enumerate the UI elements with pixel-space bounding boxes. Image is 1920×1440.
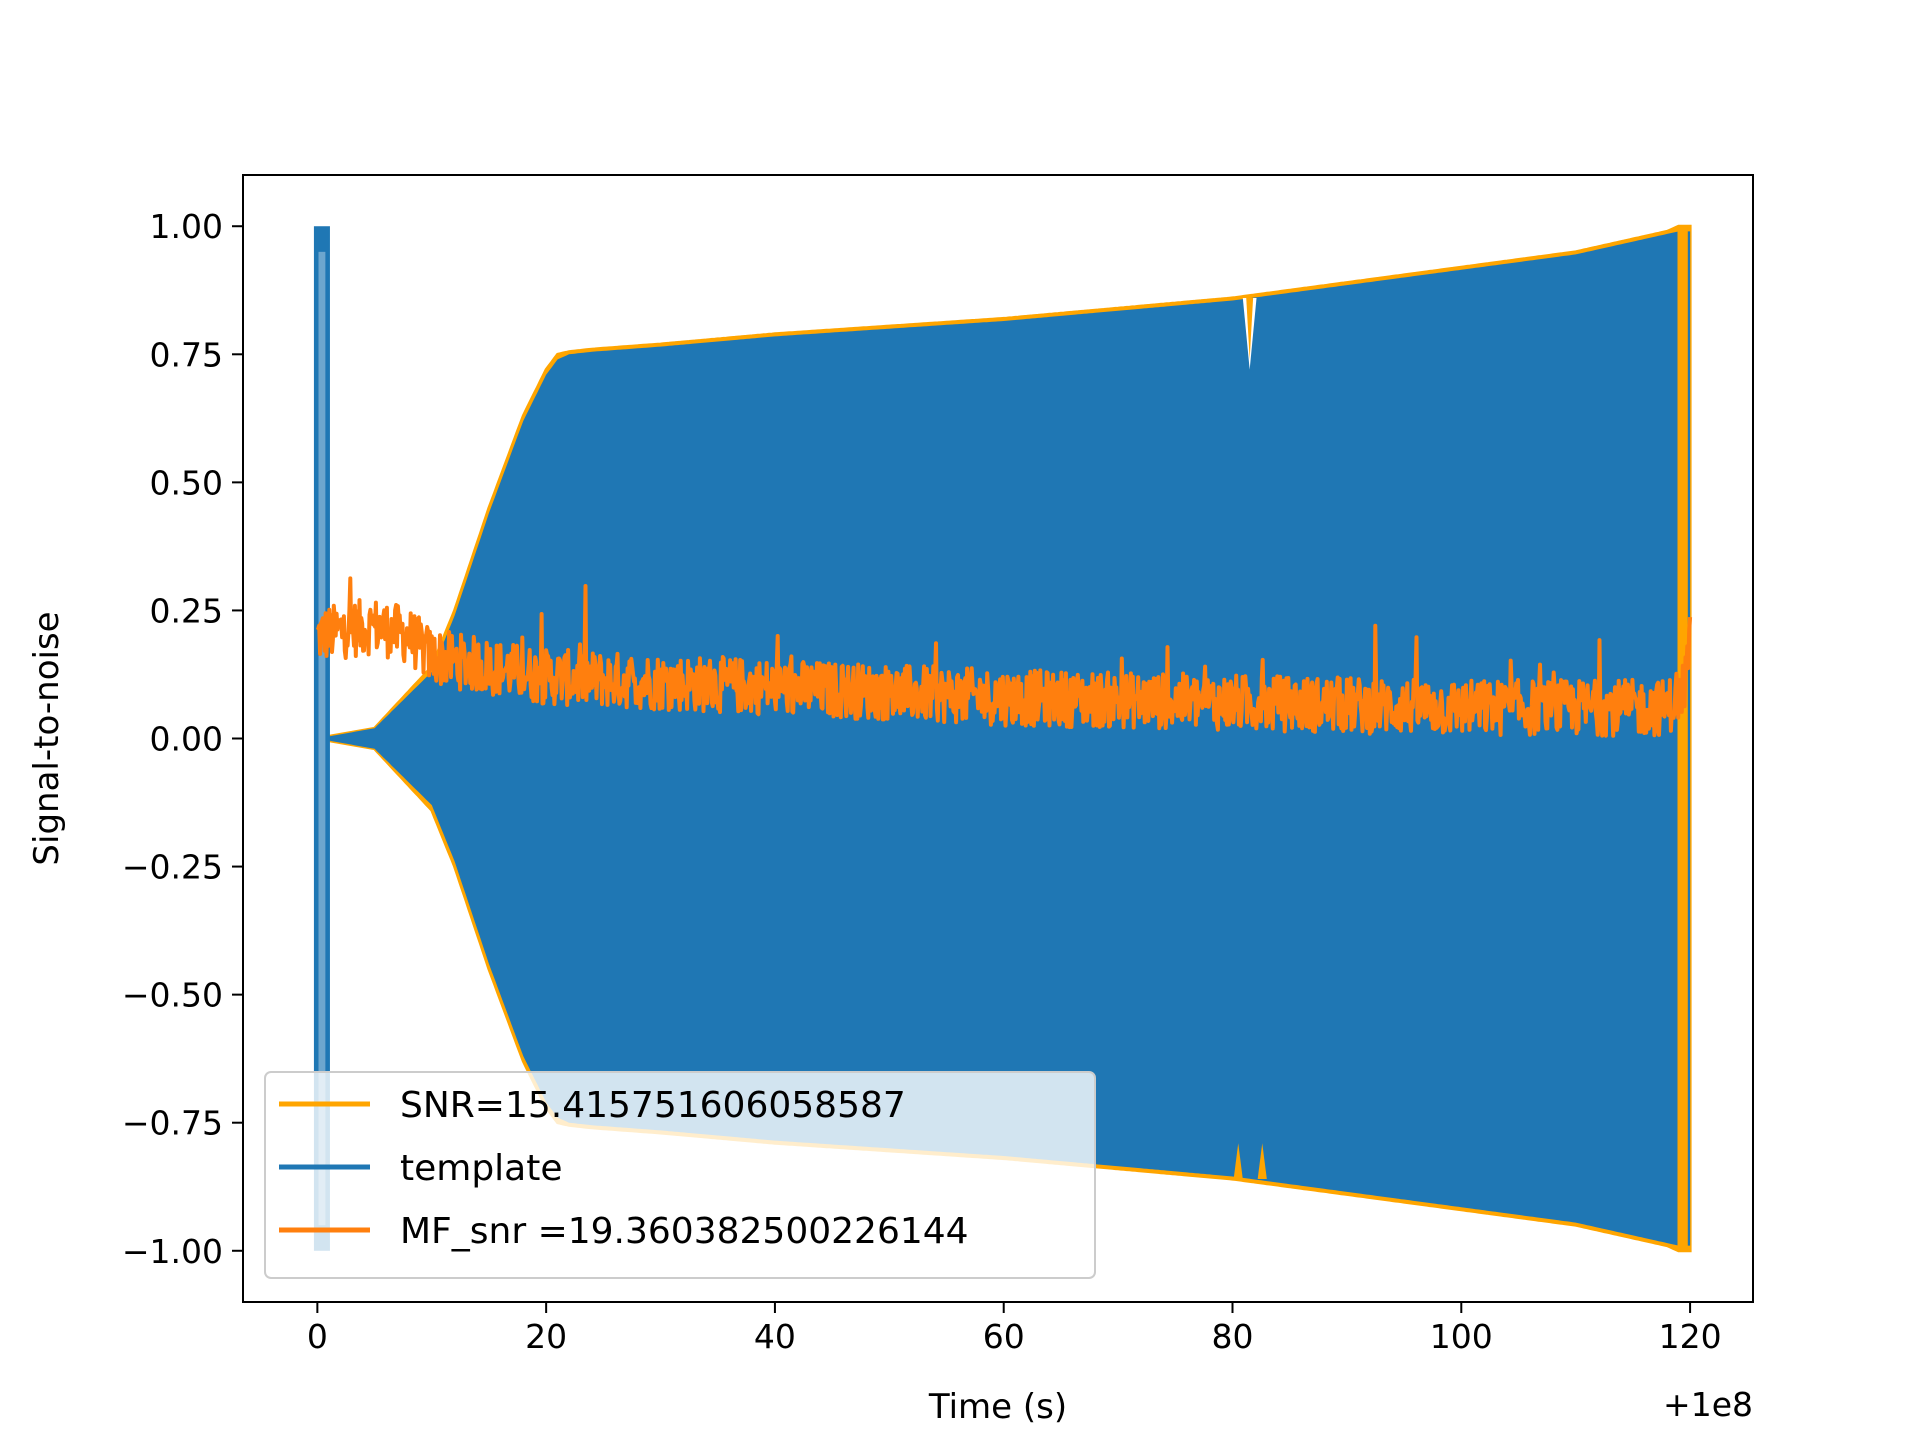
x-tick-label: 40: [754, 1317, 796, 1356]
plot-area: [313, 224, 1693, 1253]
snr-dip-lower-1: [1257, 1143, 1267, 1180]
y-tick-label: 0.50: [150, 463, 223, 502]
x-tick-label: 80: [1212, 1317, 1254, 1356]
y-tick-label: 1.00: [150, 207, 223, 246]
x-tick-label: 20: [525, 1317, 567, 1356]
series-template: [328, 231, 1691, 1246]
x-axis-offset-label: +1e8: [1663, 1385, 1753, 1424]
snr-final-spike: [1677, 226, 1688, 1251]
y-tick-label: 0.00: [150, 720, 223, 759]
y-axis-label: Signal-to-noise: [27, 611, 67, 865]
legend: SNR=15.415751606058587 template MF_snr =1…: [264, 1071, 1096, 1279]
snr-dip-upper: [1246, 297, 1254, 360]
x-tick-label: 0: [307, 1317, 328, 1356]
y-tick-label: −0.25: [122, 848, 223, 887]
axis-ticks: 0 20 40 60 80 100 120 1.00 0.75 0.50 0.25 0.00 −0.25…: [122, 207, 1722, 1356]
x-axis-label: Time (s): [928, 1387, 1067, 1427]
series-mf-snr: [315, 576, 1693, 738]
y-tick-label: 0.75: [150, 335, 223, 374]
x-tick-label: 60: [983, 1317, 1025, 1356]
x-tick-label: 120: [1659, 1317, 1722, 1356]
y-tick-label: −1.00: [122, 1232, 223, 1271]
x-tick-label: 100: [1430, 1317, 1493, 1356]
snr-dip-lower-0: [1233, 1143, 1243, 1180]
legend-box: [264, 1071, 1096, 1279]
y-tick-label: 0.25: [150, 591, 223, 630]
y-tick-label: −0.50: [122, 976, 223, 1015]
legend-label: MF_snr =19.360382500226144: [400, 1211, 969, 1252]
legend-label: SNR=15.415751606058587: [400, 1085, 906, 1126]
template-initial-burst: [313, 226, 330, 1251]
legend-label: template: [400, 1148, 563, 1189]
y-tick-label: −0.75: [122, 1104, 223, 1143]
template-initial-burst-gap: [318, 251, 326, 1226]
